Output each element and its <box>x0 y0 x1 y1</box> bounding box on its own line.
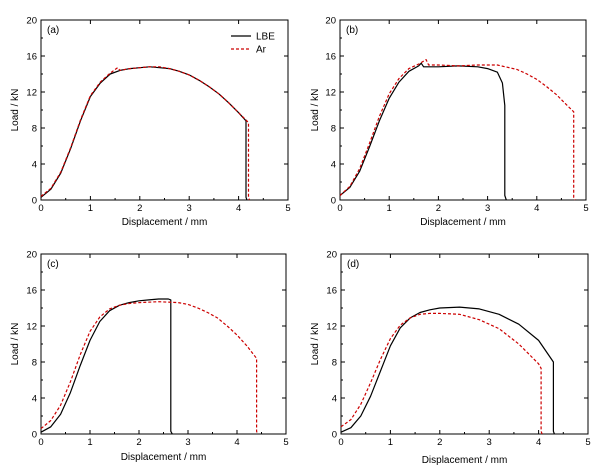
y-tick-label: 8 <box>32 124 37 135</box>
x-tick-label: 3 <box>185 437 190 448</box>
x-tick-label: 0 <box>338 437 343 448</box>
y-tick-label: 20 <box>325 16 336 27</box>
y-axis-title: Load / kN <box>310 89 321 132</box>
x-tick-label: 1 <box>88 203 93 214</box>
x-tick-label: 5 <box>585 437 590 448</box>
plot-frame <box>40 253 287 435</box>
series-line-lbe <box>339 62 507 201</box>
y-axis-title: Load / kN <box>10 89 21 132</box>
x-tick-label: 2 <box>136 437 141 448</box>
x-tick-label: 1 <box>87 437 92 448</box>
y-tick-label: 0 <box>32 430 37 441</box>
x-tick-label: 2 <box>436 203 441 214</box>
series-line-lbe <box>40 66 248 201</box>
y-tick-label: 4 <box>332 394 337 405</box>
y-tick-label: 4 <box>331 160 336 171</box>
x-axis-title: Displacement / mm <box>422 455 508 466</box>
y-tick-label: 20 <box>26 250 37 261</box>
x-tick-label: 3 <box>485 203 490 214</box>
series-line-ar <box>40 301 259 435</box>
y-tick-label: 12 <box>26 88 37 99</box>
y-tick-label: 20 <box>326 250 337 261</box>
x-tick-label: 3 <box>187 203 192 214</box>
y-tick-label: 8 <box>32 358 37 369</box>
y-tick-label: 16 <box>26 286 37 297</box>
x-tick-label: 5 <box>283 437 288 448</box>
y-tick-label: 0 <box>332 430 337 441</box>
y-axis-title: Load / kN <box>310 323 321 366</box>
x-tick-label: 4 <box>534 203 539 214</box>
y-tick-label: 20 <box>26 16 37 27</box>
y-tick-label: 12 <box>325 88 336 99</box>
series-line-ar <box>40 66 251 201</box>
y-axis-title: Load / kN <box>10 323 21 366</box>
x-tick-label: 0 <box>38 203 43 214</box>
x-tick-label: 0 <box>337 203 342 214</box>
y-tick-label: 8 <box>332 358 337 369</box>
legend: LBE Ar <box>231 32 275 56</box>
y-tick-label: 16 <box>26 52 37 63</box>
series-line-lbe <box>40 298 173 435</box>
panel-label: (d) <box>347 259 359 270</box>
series-line-lbe <box>340 306 555 435</box>
legend-label: Ar <box>256 45 267 56</box>
x-tick-label: 2 <box>137 203 142 214</box>
x-axis-title: Displacement / mm <box>122 217 208 228</box>
plot-frame <box>40 19 289 201</box>
x-tick-label: 4 <box>236 203 241 214</box>
panel-label: (b) <box>346 25 358 36</box>
y-tick-label: 8 <box>331 124 336 135</box>
x-tick-label: 5 <box>285 203 290 214</box>
x-tick-label: 5 <box>583 203 588 214</box>
y-tick-label: 12 <box>26 322 37 333</box>
y-tick-label: 16 <box>325 52 336 63</box>
plot-frame <box>339 19 587 201</box>
y-tick-label: 4 <box>32 394 37 405</box>
x-tick-label: 3 <box>487 437 492 448</box>
y-tick-label: 16 <box>326 286 337 297</box>
series-line-ar <box>340 312 543 435</box>
y-tick-label: 0 <box>331 196 336 207</box>
x-axis-title: Displacement / mm <box>420 217 506 228</box>
x-tick-label: 0 <box>38 437 43 448</box>
x-tick-label: 4 <box>536 437 541 448</box>
plot-frame <box>340 253 589 435</box>
panel-label: (c) <box>47 259 59 270</box>
x-tick-label: 2 <box>437 437 442 448</box>
series-line-ar <box>339 58 576 201</box>
legend-label: LBE <box>256 32 275 43</box>
x-tick-label: 1 <box>387 203 392 214</box>
x-tick-label: 4 <box>234 437 239 448</box>
panel-label: (a) <box>47 25 59 36</box>
y-tick-label: 4 <box>32 160 37 171</box>
y-tick-label: 0 <box>32 196 37 207</box>
x-tick-label: 1 <box>388 437 393 448</box>
x-axis-title: Displacement / mm <box>121 452 207 463</box>
y-tick-label: 12 <box>326 322 337 333</box>
